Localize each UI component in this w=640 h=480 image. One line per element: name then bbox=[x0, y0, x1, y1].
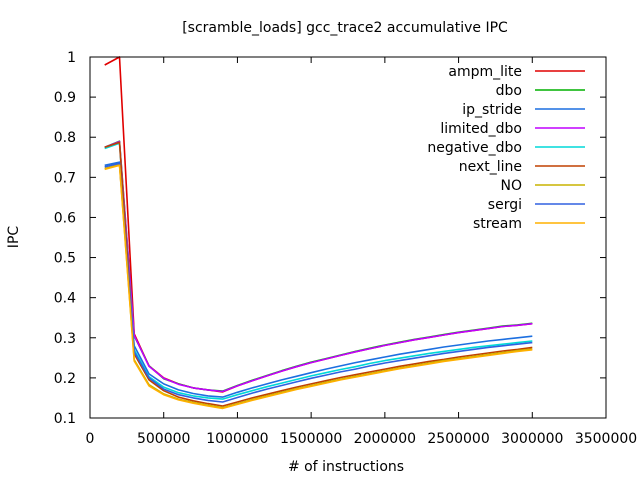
x-tick-label: 2500000 bbox=[427, 431, 489, 447]
legend-item-no: NO bbox=[501, 178, 585, 194]
legend-label: sergi bbox=[488, 197, 522, 213]
series-lines bbox=[104, 56, 533, 410]
x-tick-label: 3500000 bbox=[575, 431, 637, 447]
x-tick-label: 500000 bbox=[137, 431, 190, 447]
legend-item-negative_dbo: negative_dbo bbox=[427, 140, 585, 156]
legend-label: stream bbox=[473, 216, 522, 232]
y-tick-label: 0.3 bbox=[54, 331, 76, 347]
legend-label: ampm_lite bbox=[448, 64, 522, 80]
y-tick-label: 0.5 bbox=[54, 251, 76, 267]
series-line-next_line bbox=[104, 141, 533, 407]
y-tick-label: 0.7 bbox=[54, 170, 76, 186]
y-tick-label: 0.2 bbox=[54, 371, 76, 387]
legend-label: limited_dbo bbox=[440, 121, 522, 137]
x-tick-label: 0 bbox=[86, 431, 95, 447]
series-line-dbo bbox=[104, 140, 533, 392]
legend-item-stream: stream bbox=[473, 216, 585, 232]
legend-item-sergi: sergi bbox=[488, 197, 585, 213]
x-tick-label: 2000000 bbox=[354, 431, 416, 447]
x-tick-labels: 0 500000 1000000 1500000 2000000 2500000 30000… bbox=[86, 431, 638, 447]
legend-item-next_line: next_line bbox=[459, 159, 585, 175]
legend-label: dbo bbox=[496, 83, 522, 99]
legend-label: NO bbox=[501, 178, 523, 194]
series-line-sergi bbox=[104, 162, 533, 403]
chart-title: [scramble_loads] gcc_trace2 accumulative… bbox=[182, 20, 508, 36]
legend-label: ip_stride bbox=[462, 102, 522, 118]
y-axis-label: IPC bbox=[6, 226, 22, 249]
y-tick-label: 1 bbox=[67, 50, 76, 66]
x-axis-label: # of instructions bbox=[288, 459, 404, 475]
y-tick-label: 0.9 bbox=[54, 90, 76, 106]
x-tick-label: 1500000 bbox=[280, 431, 342, 447]
legend-item-limited_dbo: limited_dbo bbox=[440, 121, 585, 137]
plot-frame bbox=[89, 56, 607, 419]
legend-item-ampm_lite: ampm_lite bbox=[448, 64, 585, 80]
x-tick-label: 3000000 bbox=[501, 431, 563, 447]
y-tick-label: 0.1 bbox=[54, 411, 76, 427]
series-line-ip_stride bbox=[104, 161, 533, 398]
y-tick-label: 0.8 bbox=[54, 130, 76, 146]
series-line-negative_dbo bbox=[104, 142, 533, 400]
y-tick-label: 0.6 bbox=[54, 210, 76, 226]
legend-label: next_line bbox=[459, 159, 522, 175]
legend-item-dbo: dbo bbox=[496, 83, 585, 99]
y-tick-label: 0.4 bbox=[54, 291, 76, 307]
series-line-stream bbox=[104, 164, 533, 410]
y-tick-labels: 0.1 0.2 0.3 0.4 0.5 0.6 0.7 0.8 0.9 1 bbox=[54, 50, 76, 427]
series-line-limited_dbo bbox=[104, 140, 533, 393]
legend-label: negative_dbo bbox=[427, 140, 522, 156]
legend-item-ip_stride: ip_stride bbox=[462, 102, 585, 118]
x-tick-label: 1000000 bbox=[206, 431, 268, 447]
